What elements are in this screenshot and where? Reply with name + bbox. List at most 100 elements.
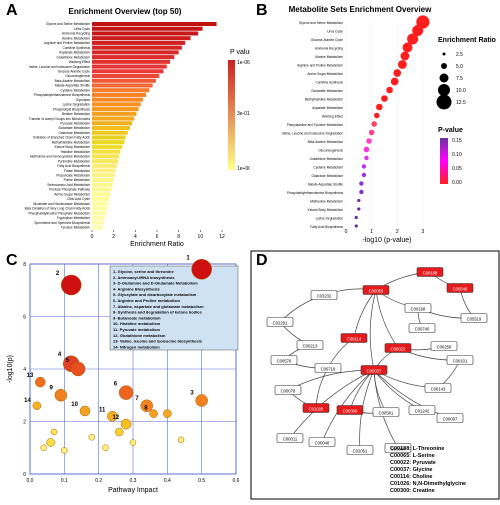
svg-text:0.1: 0.1 (61, 478, 68, 484)
svg-text:2.5: 2.5 (456, 52, 463, 58)
svg-text:C00168: C00168 (411, 307, 426, 312)
svg-text:14- Nitrogen metabolism: 14- Nitrogen metabolism (113, 344, 160, 349)
dot (386, 87, 393, 94)
bubble (192, 259, 212, 279)
svg-text:1: 1 (370, 229, 373, 235)
svg-text:7- Alanine, aspartate and glut: 7- Alanine, aspartate and glutamate meta… (113, 304, 204, 309)
svg-text:C01242: C01242 (415, 409, 430, 414)
colorbar-label: P value (230, 49, 250, 56)
edge (290, 370, 374, 438)
bar (92, 202, 108, 206)
legend-line: C00037: Glycine (390, 467, 433, 473)
bar (92, 131, 128, 135)
svg-text:C01026: C01026 (309, 407, 324, 412)
svg-text:0: 0 (345, 229, 348, 235)
bar (92, 187, 112, 191)
bar (92, 126, 130, 130)
bar (92, 150, 120, 154)
svg-text:0.5: 0.5 (198, 478, 205, 484)
svg-text:1e-06: 1e-06 (237, 60, 250, 66)
svg-text:Tryptophan Metabolism: Tryptophan Metabolism (57, 216, 91, 220)
svg-text:Gluconeogenesis: Gluconeogenesis (318, 149, 343, 153)
svg-text:6- Arginine and Proline metabo: 6- Arginine and Proline metabolism (113, 298, 180, 303)
panel-c: 0.00.10.20.30.40.50.602468Pathway Impact… (0, 250, 250, 500)
svg-text:P-value: P-value (438, 127, 463, 134)
dot (391, 78, 399, 86)
svg-text:C05519: C05519 (467, 317, 482, 322)
svg-text:C00576: C00576 (277, 359, 292, 364)
svg-text:2: 2 (56, 271, 60, 277)
dot (362, 164, 366, 168)
edge (374, 370, 422, 410)
svg-text:Pyruvate Metabolism: Pyruvate Metabolism (60, 121, 90, 125)
bar (92, 178, 114, 182)
svg-text:0: 0 (91, 234, 94, 240)
edge (354, 290, 376, 338)
svg-text:13: 13 (27, 373, 34, 379)
svg-text:13- Valine, leucine and isoleu: 13- Valine, leucine and isoleucine biosy… (113, 339, 203, 344)
bubble (61, 275, 81, 295)
bubble (33, 402, 41, 410)
svg-text:Beta-Alanine Metabolism: Beta-Alanine Metabolism (55, 79, 91, 83)
svg-text:9: 9 (50, 385, 54, 391)
legend-line: C00022: Pyruvate (390, 460, 436, 466)
svg-text:C00037: C00037 (367, 369, 382, 374)
svg-text:C00065: C00065 (369, 289, 384, 294)
svg-text:Urea Cycle: Urea Cycle (327, 30, 343, 34)
svg-text:0.05: 0.05 (452, 166, 462, 172)
svg-text:Glutamate Metabolism: Glutamate Metabolism (311, 89, 343, 93)
svg-text:11: 11 (99, 407, 106, 413)
dot (359, 181, 363, 185)
dot (364, 156, 368, 160)
panel-a: Enrichment Overview (top 50)024681012Enr… (0, 0, 250, 250)
dot (364, 147, 370, 153)
svg-text:Ammonia Recycling: Ammonia Recycling (62, 32, 90, 36)
svg-text:Glycine and Serine Metabolism: Glycine and Serine Metabolism (299, 21, 343, 25)
bar (92, 159, 118, 163)
svg-text:C00143: C00143 (431, 387, 446, 392)
dot (357, 199, 360, 202)
svg-text:Phenylalanine and Tyrosine Met: Phenylalanine and Tyrosine Metabolism (287, 123, 344, 127)
bar (92, 192, 110, 196)
svg-text:Arginine and Proline Metabolis: Arginine and Proline Metabolism (297, 64, 343, 68)
bar (92, 46, 182, 50)
svg-text:Ammonia Recycling: Ammonia Recycling (315, 47, 343, 51)
svg-text:Malate-Aspartate Shuttle: Malate-Aspartate Shuttle (55, 84, 90, 88)
svg-text:Transfer of Acetyl Groups into: Transfer of Acetyl Groups into Mitochond… (29, 117, 90, 121)
dot (366, 138, 372, 144)
svg-text:Phosphatidylethanolamine Biosy: Phosphatidylethanolamine Biosynthesis (34, 93, 91, 97)
svg-text:0.3: 0.3 (130, 478, 137, 484)
svg-text:5- Glyoxylate and dicarboxylat: 5- Glyoxylate and dicarboxylate metaboli… (113, 292, 197, 297)
dot (376, 104, 383, 111)
svg-text:Tyrosine Metabolism: Tyrosine Metabolism (61, 225, 91, 229)
svg-text:12.5: 12.5 (456, 100, 466, 106)
dot (393, 69, 401, 77)
dot (374, 113, 380, 119)
svg-text:C02051: C02051 (353, 449, 368, 454)
bar (92, 221, 104, 225)
svg-text:C00188: C00188 (423, 271, 438, 276)
svg-text:C00097: C00097 (443, 417, 458, 422)
svg-text:6: 6 (114, 382, 118, 388)
svg-text:Beta-Alanine Metabolism: Beta-Alanine Metabolism (308, 140, 344, 144)
svg-text:C00213: C00213 (303, 344, 318, 349)
svg-text:Phosphatidylinositol Phosphate: Phosphatidylinositol Phosphate Metabolis… (29, 211, 91, 215)
svg-text:8- Synthesis and degradation o: 8- Synthesis and degradation of ketone b… (113, 310, 202, 315)
svg-text:Carnitine Synthesis: Carnitine Synthesis (316, 81, 344, 85)
bar (92, 98, 143, 102)
svg-text:10.0: 10.0 (456, 88, 466, 94)
svg-text:1e+00: 1e+00 (237, 166, 250, 172)
svg-text:Glutathione Metabolism: Glutathione Metabolism (310, 157, 344, 161)
dot (362, 173, 366, 177)
dot (401, 52, 410, 61)
bar (92, 225, 103, 229)
svg-text:C03232: C03232 (317, 294, 332, 299)
svg-text:C00740: C00740 (415, 327, 430, 332)
svg-text:Oxidation of Branched Chain Fa: Oxidation of Branched Chain Fatty Acids (33, 136, 91, 140)
bar (92, 74, 159, 78)
svg-text:4: 4 (58, 352, 62, 358)
svg-text:8: 8 (177, 234, 180, 240)
svg-text:Pentose Phosphate Pathway: Pentose Phosphate Pathway (49, 188, 90, 192)
bar (92, 102, 141, 106)
legend-line: C00300: Creatine (390, 488, 435, 494)
